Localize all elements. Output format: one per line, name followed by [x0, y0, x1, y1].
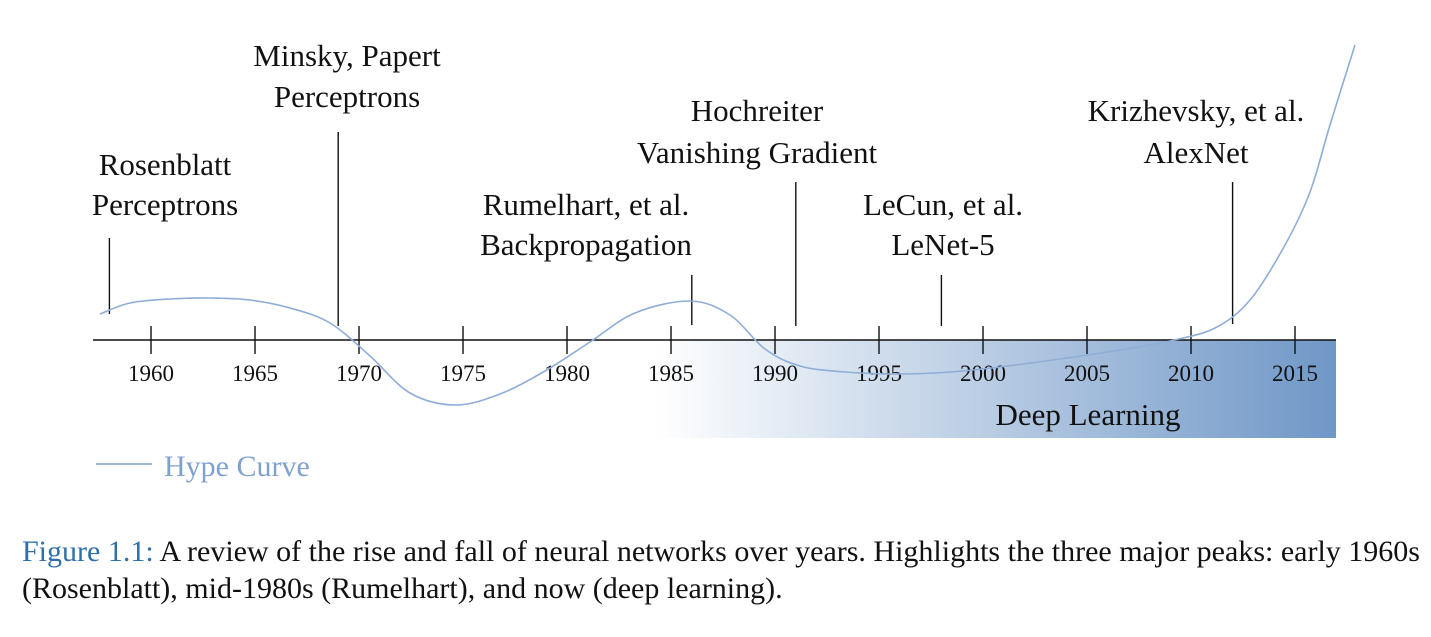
event-label: Perceptrons [274, 79, 420, 114]
legend-label: Hype Curve [164, 450, 310, 483]
deep-learning-era-label: Deep Learning [995, 397, 1180, 432]
event-label: Perceptrons [92, 187, 238, 222]
year-tick-label: 1970 [336, 361, 382, 386]
year-tick-label: 2010 [1168, 361, 1214, 386]
year-tick-label: 2015 [1272, 361, 1318, 386]
event-label: AlexNet [1143, 135, 1248, 170]
year-tick-label: 1985 [648, 361, 694, 386]
event-label: Hochreiter [691, 93, 824, 128]
event-label: LeCun, et al. [863, 187, 1023, 222]
hype-curve-line [99, 44, 1356, 406]
event-label: Krizhevsky, et al. [1088, 93, 1305, 128]
figure-number: Figure 1.1: [22, 535, 154, 568]
year-tick-label: 2000 [960, 361, 1006, 386]
caption-text: A review of the rise and fall of neural … [22, 535, 1420, 605]
year-tick-label: 1965 [232, 361, 278, 386]
event-label: Minsky, Papert [253, 38, 441, 73]
event-label: Rumelhart, et al. [483, 187, 690, 222]
event-label: Backpropagation [480, 227, 692, 262]
year-tick-label: 1990 [752, 361, 798, 386]
deep-learning-era-band [655, 340, 1336, 438]
event-label: LeNet-5 [891, 227, 994, 262]
figure-caption: Figure 1.1: A review of the rise and fal… [22, 533, 1422, 607]
hype-curve-timeline: Deep Learning 1960 1965 1970 1975 1980 1985 19… [92, 38, 1356, 483]
event-label: Rosenblatt [99, 147, 232, 182]
year-tick-label: 1960 [128, 361, 174, 386]
year-tick-label: 1980 [544, 361, 590, 386]
year-tick-label: 2005 [1064, 361, 1110, 386]
event-label: Vanishing Gradient [637, 135, 878, 170]
year-tick-label: 1975 [440, 361, 486, 386]
